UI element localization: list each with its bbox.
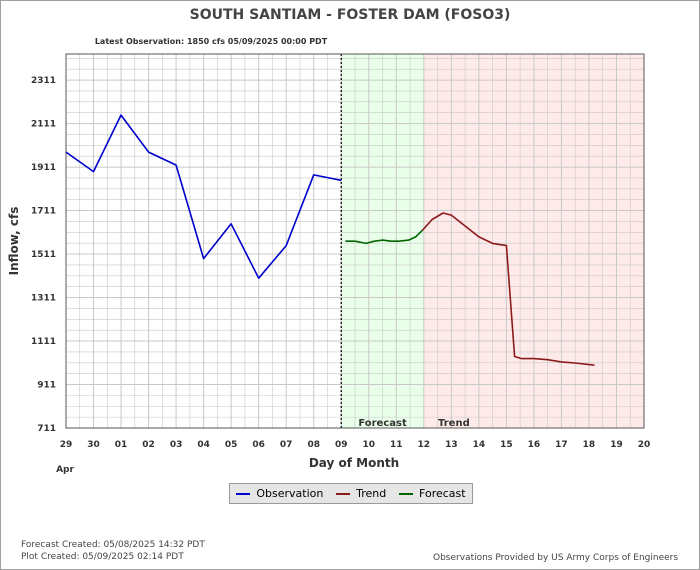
legend-label-trend: Trend bbox=[356, 487, 387, 500]
series-line-trend bbox=[421, 212, 595, 366]
x-tick-label: 15 bbox=[500, 440, 513, 450]
x-tick-label: 17 bbox=[555, 440, 568, 450]
x-axis-label: Day of Month bbox=[309, 456, 399, 470]
x-tick-label: 04 bbox=[197, 440, 210, 450]
x-tick-label: 07 bbox=[280, 440, 293, 450]
x-tick-label: 12 bbox=[418, 440, 431, 450]
legend-swatch-observation bbox=[236, 492, 251, 495]
x-tick-label: 30 bbox=[87, 440, 100, 450]
x-tick-label: 01 bbox=[115, 440, 128, 450]
x-tick-label: 11 bbox=[390, 440, 403, 450]
chart-legend: Observation Trend Forecast bbox=[229, 483, 473, 504]
x-tick-label: 18 bbox=[583, 440, 596, 450]
legend-swatch-trend bbox=[336, 492, 351, 495]
legend-item-observation: Observation bbox=[236, 487, 323, 500]
chart-title: SOUTH SANTIAM - FOSTER DAM (FOSO3) bbox=[190, 7, 511, 23]
series-line-forecast bbox=[345, 229, 423, 245]
plot-created-text: Plot Created: 05/09/2025 02:14 PDT bbox=[21, 552, 184, 562]
legend-label-forecast: Forecast bbox=[419, 487, 466, 500]
x-tick-label: 10 bbox=[362, 440, 375, 450]
x-tick-label: 06 bbox=[252, 440, 265, 450]
y-tick-label: 1711 bbox=[31, 207, 56, 217]
y-tick-label: 1311 bbox=[31, 294, 56, 304]
series-line-observation bbox=[65, 114, 342, 280]
legend-swatch-forecast bbox=[399, 492, 414, 495]
y-axis-label: Inflow, cfs bbox=[7, 207, 21, 276]
x-tick-label: 20 bbox=[638, 440, 651, 450]
legend-label-observation: Observation bbox=[256, 487, 324, 500]
x-tick-label: 19 bbox=[610, 440, 623, 450]
x-tick-label: 08 bbox=[307, 440, 320, 450]
region-label-trend: Trend bbox=[438, 418, 470, 429]
y-tick-label: 2311 bbox=[31, 76, 56, 86]
x-tick-label: 14 bbox=[473, 440, 486, 450]
provider-credit-text: Observations Provided by US Army Corps o… bbox=[433, 553, 679, 563]
x-tick-label: 02 bbox=[142, 440, 155, 450]
region-label-forecast: Forecast bbox=[358, 418, 407, 429]
x-tick-label: 16 bbox=[528, 440, 541, 450]
y-tick-label: 2111 bbox=[31, 120, 56, 130]
plot-border bbox=[65, 53, 645, 429]
y-tick-label: 911 bbox=[37, 381, 56, 391]
legend-item-forecast: Forecast bbox=[399, 487, 466, 500]
forecast-created-text: Forecast Created: 05/08/2025 14:32 PDT bbox=[21, 540, 205, 550]
x-tick-label: 29 bbox=[60, 440, 73, 450]
y-tick-label: 1111 bbox=[31, 337, 56, 347]
y-tick-label: 1511 bbox=[31, 250, 56, 260]
x-tick-label: 05 bbox=[225, 440, 238, 450]
y-tick-label: 711 bbox=[37, 424, 56, 434]
x-tick-label: 09 bbox=[335, 440, 348, 450]
latest-observation: Latest Observation: 1850 cfs 05/09/2025 … bbox=[95, 37, 328, 46]
y-tick-label: 1911 bbox=[31, 163, 56, 173]
x-tick-label: 13 bbox=[445, 440, 458, 450]
legend-item-trend: Trend bbox=[336, 487, 386, 500]
x-tick-label: 03 bbox=[170, 440, 183, 450]
x-axis-month-label: Apr bbox=[56, 465, 74, 475]
